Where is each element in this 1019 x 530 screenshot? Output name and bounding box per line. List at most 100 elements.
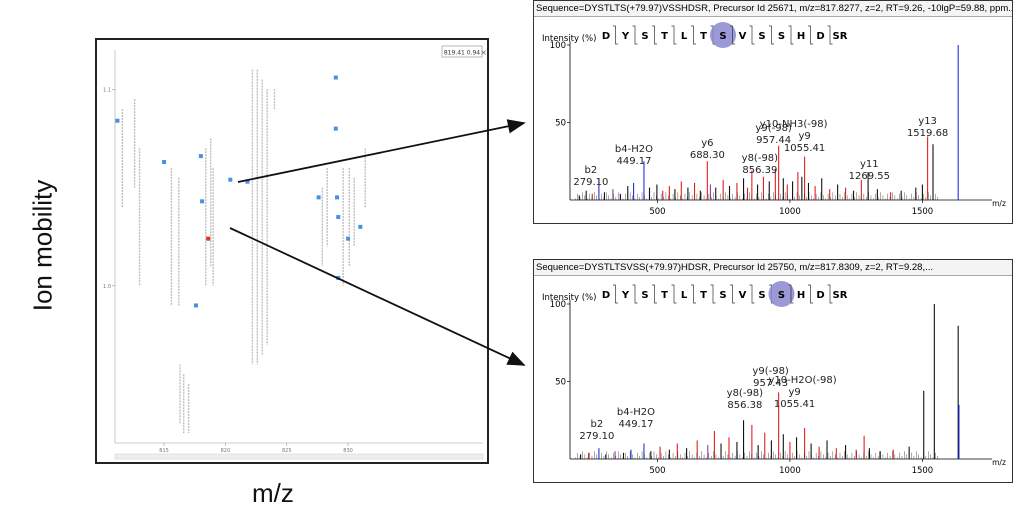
y-tick-label: 50: [555, 119, 566, 129]
sequence-residue: D: [602, 290, 610, 301]
top-spectrum-panel: Sequence=DYSTLTS(+79.97)VSSHDSR, Precurs…: [533, 0, 1013, 224]
fragment-ion-label: y11: [860, 159, 879, 170]
sequence-residue: H: [797, 290, 805, 301]
sequence-residue: V: [739, 290, 747, 301]
sequence-residue: S: [778, 31, 785, 42]
top-spectrum-title: Sequence=DYSTLTS(+79.97)VSSHDSR, Precurs…: [534, 1, 1012, 17]
fragment-ion-mz: 1055.41: [774, 399, 815, 410]
intensity-axis-label: Intensity (%): [542, 293, 596, 303]
sequence-residue: T: [700, 31, 707, 42]
sequence-residue: S: [641, 290, 648, 301]
sequence-residue: T: [661, 290, 668, 301]
sequence-residue: Y: [621, 31, 630, 42]
fragment-ion-label: b2: [591, 419, 604, 430]
coordinate-badge-text: 819.41 0.94: [444, 50, 480, 57]
sequence-residue: S: [719, 31, 726, 42]
fragment-ion-mz: 688.30: [690, 150, 725, 161]
sequence-residue: S: [758, 31, 765, 42]
fragment-ion-mz: 957.43: [753, 378, 788, 389]
highlighted-residue-circle: [768, 281, 795, 307]
x-tick-label: 1000: [779, 466, 801, 476]
fragment-ion-mz: 449.17: [616, 156, 651, 167]
fragment-ion-mz: 957.44: [756, 135, 791, 146]
main-x-tick-label: 815: [159, 448, 169, 454]
sequence-residue: S: [719, 290, 726, 301]
feature-point[interactable]: [115, 118, 120, 123]
highlighted-residue-circle: [710, 22, 736, 48]
sequence-residue: SR: [833, 31, 848, 42]
sequence-residue: L: [681, 290, 688, 301]
sequence-residue: D: [816, 290, 824, 301]
sequence-residue: T: [661, 31, 668, 42]
sequence-residue: V: [739, 31, 747, 42]
fragment-ion-label: b2: [585, 165, 598, 176]
main-x-tick-label: 820: [221, 448, 231, 454]
feature-point[interactable]: [200, 199, 205, 204]
bottom-spectrum-panel: Sequence=DYSTLTSVSS(+79.97)HDSR, Precurs…: [533, 259, 1013, 483]
sequence-residue: L: [681, 31, 688, 42]
fragment-ion-mz: 856.38: [727, 400, 762, 411]
feature-point[interactable]: [336, 215, 341, 220]
ion-mobility-plot: 819.41 0.94 × 815 820 825 830 1.1 1.0: [95, 38, 489, 464]
fragment-ion-label: b4-H2O: [617, 407, 655, 418]
x-tick-label: 1500: [912, 466, 934, 476]
feature-point[interactable]: [198, 154, 203, 159]
fragment-ion-label: b4-H2O: [615, 144, 653, 155]
x-axis-label: m/z: [992, 458, 1006, 467]
sequence-residue: S: [758, 290, 765, 301]
coordinate-badge: [441, 45, 483, 58]
feature-point[interactable]: [228, 177, 233, 182]
fragment-ion-mz: 1269.55: [849, 171, 890, 182]
feature-point[interactable]: [333, 75, 338, 80]
feature-point[interactable]: [193, 303, 198, 308]
y-tick-label: 100: [550, 41, 566, 51]
sequence-residue: D: [602, 31, 610, 42]
fragment-ion-label: y8(-98): [742, 153, 779, 164]
main-x-tick-label: 825: [282, 448, 292, 454]
x-axis-label: m/z: [992, 199, 1006, 208]
sequence-residue: S: [641, 31, 648, 42]
feature-point[interactable]: [333, 126, 338, 131]
fragment-ion-mz: 449.17: [618, 419, 653, 430]
fragment-ion-mz: 279.10: [573, 177, 608, 188]
fragment-ion-label: y10-NH3(-98): [760, 119, 828, 130]
main-y-axis-label: Ion mobility: [27, 179, 58, 312]
feature-point[interactable]: [336, 275, 341, 280]
fragment-ion-label: y9: [798, 131, 810, 142]
badge-close-icon[interactable]: ×: [480, 48, 487, 57]
fragment-ion-mz: 856.39: [742, 165, 777, 176]
fragment-ion-label: y9(-98): [752, 366, 789, 377]
fragment-ion-mz: 279.10: [579, 431, 614, 442]
x-tick-label: 500: [649, 207, 665, 217]
feature-point[interactable]: [346, 236, 351, 241]
fragment-ion-label: y9: [788, 387, 800, 398]
feature-point[interactable]: [162, 160, 167, 165]
sequence-residue: SR: [833, 290, 848, 301]
x-tick-label: 500: [649, 466, 665, 476]
intensity-axis-label: Intensity (%): [542, 34, 596, 44]
selected-feature-point[interactable]: [206, 236, 211, 241]
main-x-axis-label: m/z: [252, 478, 294, 508]
main-y-tick-label: 1.0: [103, 284, 111, 290]
fragment-ion-label: y6: [701, 138, 713, 149]
feature-point[interactable]: [245, 179, 250, 184]
sequence-residue: Y: [621, 290, 630, 301]
feature-point[interactable]: [316, 195, 321, 200]
sequence-residue: T: [700, 290, 707, 301]
fragment-ion-label: y10-H2O(-98): [769, 375, 837, 386]
fragment-ion-label: y8(-98): [727, 388, 764, 399]
feature-point[interactable]: [358, 224, 363, 229]
x-tick-label: 1500: [912, 207, 934, 217]
y-tick-label: 100: [550, 300, 566, 310]
fragment-ion-label: y9(-98): [755, 123, 792, 134]
x-tick-label: 1000: [779, 207, 801, 217]
sequence-residue: H: [797, 31, 805, 42]
y-tick-label: 50: [555, 378, 566, 388]
main-y-tick-label: 1.1: [103, 87, 111, 93]
feature-point[interactable]: [335, 195, 340, 200]
fragment-ion-label: y13: [918, 116, 937, 127]
sequence-residue: D: [816, 31, 824, 42]
sequence-residue: S: [778, 290, 785, 301]
